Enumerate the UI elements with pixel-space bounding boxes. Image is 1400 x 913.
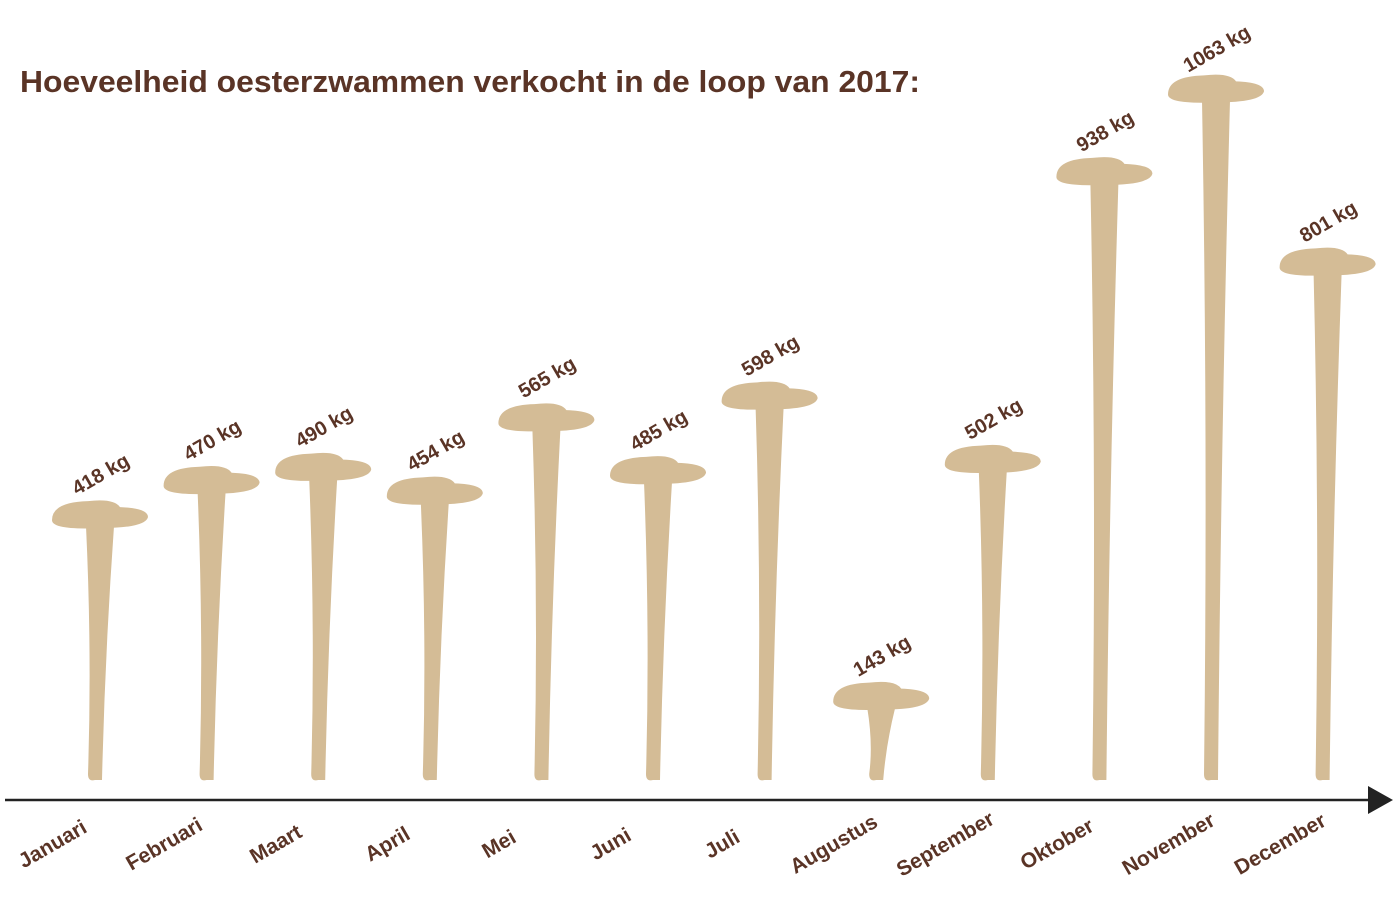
mushroom	[52, 500, 148, 781]
mushroom-stem	[1090, 182, 1119, 781]
value-label: 938 kg	[1073, 107, 1138, 157]
mushroom-stem	[867, 707, 896, 781]
mushroom-stem	[644, 481, 672, 781]
x-tick-label: Maart	[246, 820, 306, 868]
value-label: 565 kg	[515, 353, 580, 403]
x-tick-label: Januari	[15, 816, 91, 873]
mushroom-stem	[532, 429, 561, 781]
x-tick-label: Oktober	[1017, 814, 1098, 874]
x-tick-label: Augustus	[786, 810, 881, 878]
x-tick-label: Juni	[586, 824, 635, 866]
value-label: 470 kg	[180, 416, 245, 466]
axis-arrow	[1368, 786, 1393, 814]
x-tick-label: Mei	[478, 826, 520, 863]
mushroom-stem	[1202, 100, 1230, 781]
value-label: 598 kg	[738, 331, 803, 381]
mushroom	[386, 476, 483, 781]
value-label: 1063 kg	[1180, 21, 1255, 77]
mushroom-cap	[163, 466, 260, 495]
mushroom-stem	[309, 478, 338, 781]
mushroom-cap	[833, 681, 930, 710]
value-label: 418 kg	[69, 450, 134, 500]
x-tick-label: Juli	[701, 825, 744, 863]
mushroom-cap	[386, 476, 483, 505]
mushroom	[1279, 247, 1376, 781]
mushroom-stem	[86, 526, 114, 781]
mushroom-stem	[420, 502, 449, 781]
x-tick-label: December	[1231, 809, 1330, 880]
value-label: 801 kg	[1296, 197, 1361, 247]
mushroom	[610, 456, 706, 781]
x-tick-label: Februari	[122, 813, 206, 875]
mushroom	[275, 452, 372, 781]
mushroom-stem	[1313, 273, 1342, 781]
mushroom-cap	[1168, 74, 1264, 103]
mushroom-stem	[197, 491, 226, 781]
mushroom-cap	[944, 444, 1041, 474]
mushroom-cap	[52, 500, 148, 529]
x-tick-label: April	[361, 822, 414, 866]
mushroom	[498, 403, 595, 781]
mushroom-cap	[610, 456, 706, 485]
mushroom-cap	[1056, 157, 1153, 186]
mushroom-cap	[498, 403, 595, 432]
value-label: 143 kg	[850, 631, 915, 681]
mushroom-stem	[978, 470, 1007, 781]
value-label: 502 kg	[961, 394, 1026, 444]
mushroom	[833, 681, 930, 781]
mushroom	[1168, 74, 1264, 781]
chart-title: Hoeveelheid oesterzwammen verkocht in de…	[20, 64, 920, 99]
mushroom	[944, 444, 1041, 781]
x-tick-label: November	[1119, 809, 1219, 880]
mushroom-stem	[755, 407, 784, 781]
mushroom-cap	[721, 381, 818, 410]
mushroom-cap	[275, 452, 372, 481]
value-label: 490 kg	[292, 402, 357, 452]
mushroom	[721, 381, 818, 781]
mushroom-cap	[1279, 247, 1376, 276]
mushroom	[1056, 157, 1153, 781]
x-tick-label: September	[893, 807, 999, 881]
value-label: 485 kg	[627, 406, 692, 456]
mushroom	[163, 466, 260, 781]
value-label: 454 kg	[403, 426, 468, 476]
